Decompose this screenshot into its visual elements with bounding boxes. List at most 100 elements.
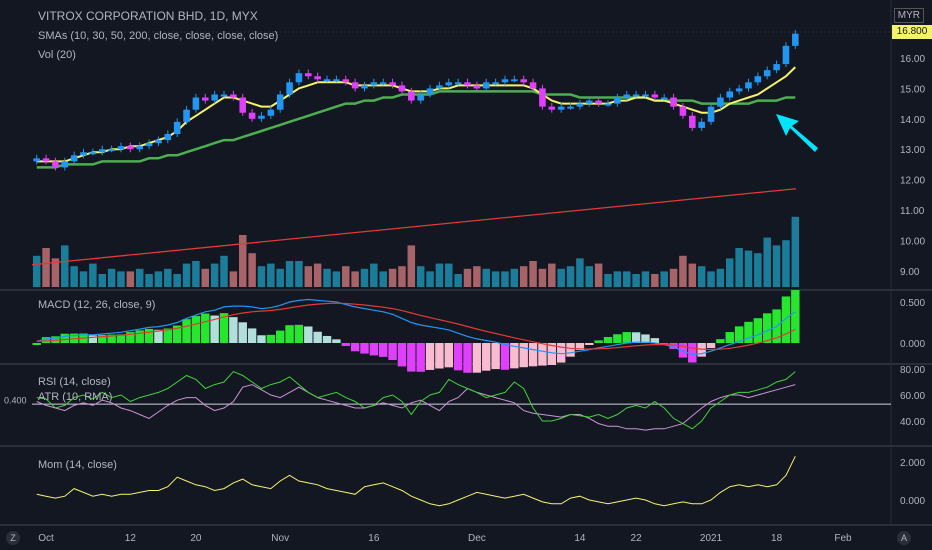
volume-bar xyxy=(782,240,790,287)
macd-histogram-bar xyxy=(444,343,453,368)
volume-bar xyxy=(285,261,294,287)
macd-histogram-bar xyxy=(144,328,154,343)
candle-body xyxy=(52,161,59,168)
volume-bar xyxy=(210,263,219,287)
volume-bar xyxy=(135,268,144,287)
annotation-arrow xyxy=(776,114,818,152)
macd-histogram-bar xyxy=(528,343,538,367)
atr-left-tick: 0.400 xyxy=(4,396,27,406)
volume-bar xyxy=(735,248,743,287)
candle-body xyxy=(436,85,443,89)
macd-histogram-bar xyxy=(332,339,341,343)
volume-bar xyxy=(426,271,434,287)
candle-body xyxy=(42,158,50,162)
volume-legend[interactable]: Vol (20) xyxy=(38,49,76,61)
candle-body xyxy=(726,91,734,98)
macd-histogram-bar xyxy=(379,343,388,357)
macd-histogram-bar xyxy=(201,313,210,343)
macd-histogram-bar xyxy=(182,319,191,343)
macd-histogram-bar xyxy=(247,328,257,343)
candle-body xyxy=(127,146,134,150)
volume-bar xyxy=(351,271,359,287)
x-axis-tick: Oct xyxy=(38,533,54,544)
candle-body xyxy=(183,109,190,122)
candle-body xyxy=(782,45,790,65)
momentum-line xyxy=(36,456,796,507)
macd-histogram-bar xyxy=(210,315,219,343)
macd-histogram-bar xyxy=(135,330,144,343)
macd-histogram-bar xyxy=(238,322,247,343)
volume-bar xyxy=(763,237,771,287)
volume-bar xyxy=(51,258,60,287)
candle-body xyxy=(548,106,556,110)
candle-body xyxy=(379,82,387,85)
volume-bar xyxy=(557,268,565,287)
candle-body xyxy=(623,94,631,98)
candle-body xyxy=(342,79,350,83)
sma-green-line xyxy=(36,90,796,169)
candle-body xyxy=(754,76,762,83)
x-axis-tick: Nov xyxy=(271,533,289,544)
volume-bar xyxy=(791,216,800,287)
volume-bar xyxy=(501,271,509,287)
volume-bar xyxy=(716,268,725,287)
volume-bar xyxy=(238,235,247,287)
volume-bar xyxy=(697,266,706,287)
volume-bar xyxy=(538,268,547,287)
candle-body xyxy=(361,85,368,89)
volume-bar xyxy=(248,253,256,287)
macd-histogram-bar xyxy=(322,335,332,343)
candle-body xyxy=(305,73,312,77)
candle-body xyxy=(417,94,424,101)
macd-histogram-bar xyxy=(425,343,435,370)
mom-legend[interactable]: Mom (14, close) xyxy=(38,459,117,471)
price-axis-tick: 16.00 xyxy=(900,54,925,65)
volume-bar xyxy=(566,266,575,287)
macd-histogram-bar xyxy=(407,343,416,372)
rsi-axis-tick: 40.00 xyxy=(900,417,925,428)
sma-legend[interactable]: SMAs (10, 30, 50, 200, close, close, clo… xyxy=(38,30,279,42)
volume-bar xyxy=(632,274,640,287)
candle-body xyxy=(314,76,321,80)
rsi-legend[interactable]: RSI (14, close) xyxy=(38,376,111,388)
volume-bar xyxy=(220,255,228,287)
volume-bar xyxy=(510,268,519,287)
x-axis-tick: 20 xyxy=(190,533,202,544)
volume-bar xyxy=(548,263,556,287)
candle-body xyxy=(576,103,584,107)
macd-histogram-bar xyxy=(641,334,650,343)
price-axis-tick: 14.00 xyxy=(900,115,925,126)
x-axis-tick: 18 xyxy=(771,533,783,544)
volume-bar xyxy=(257,266,266,287)
x-axis-tick: 14 xyxy=(574,533,586,544)
macd-legend[interactable]: MACD (12, 26, close, 9) xyxy=(38,299,156,311)
macd-histogram-bar xyxy=(688,343,697,363)
x-axis-tick: Feb xyxy=(834,533,852,544)
macd-signal-line xyxy=(36,302,796,351)
volume-bar xyxy=(772,245,781,287)
auto-scale-icon[interactable]: A xyxy=(897,531,911,545)
candle-body xyxy=(70,155,78,162)
zoom-icon[interactable]: Z xyxy=(6,531,20,545)
macd-histogram-bar xyxy=(88,335,98,343)
macd-histogram-bar xyxy=(706,343,716,349)
candle-body xyxy=(642,94,649,97)
currency-badge[interactable]: MYR xyxy=(893,8,924,23)
macd-histogram-bar xyxy=(491,343,500,370)
candle-body xyxy=(295,73,303,83)
volume-bar xyxy=(688,263,697,287)
candle-body xyxy=(717,97,724,107)
candle-body xyxy=(707,106,715,122)
volume-bar xyxy=(594,263,603,287)
candle-body xyxy=(351,82,359,89)
candle-body xyxy=(745,82,752,89)
volume-bar xyxy=(585,266,594,287)
candle-body xyxy=(604,103,612,106)
atr-legend[interactable]: ATR (10, RMA) xyxy=(38,391,113,403)
macd-histogram-bar xyxy=(360,343,369,354)
macd-histogram-bar xyxy=(744,321,753,343)
candle-body xyxy=(585,100,593,104)
volume-bar xyxy=(669,268,678,287)
candle-body xyxy=(61,161,69,168)
macd-histogram-bar xyxy=(107,334,116,343)
